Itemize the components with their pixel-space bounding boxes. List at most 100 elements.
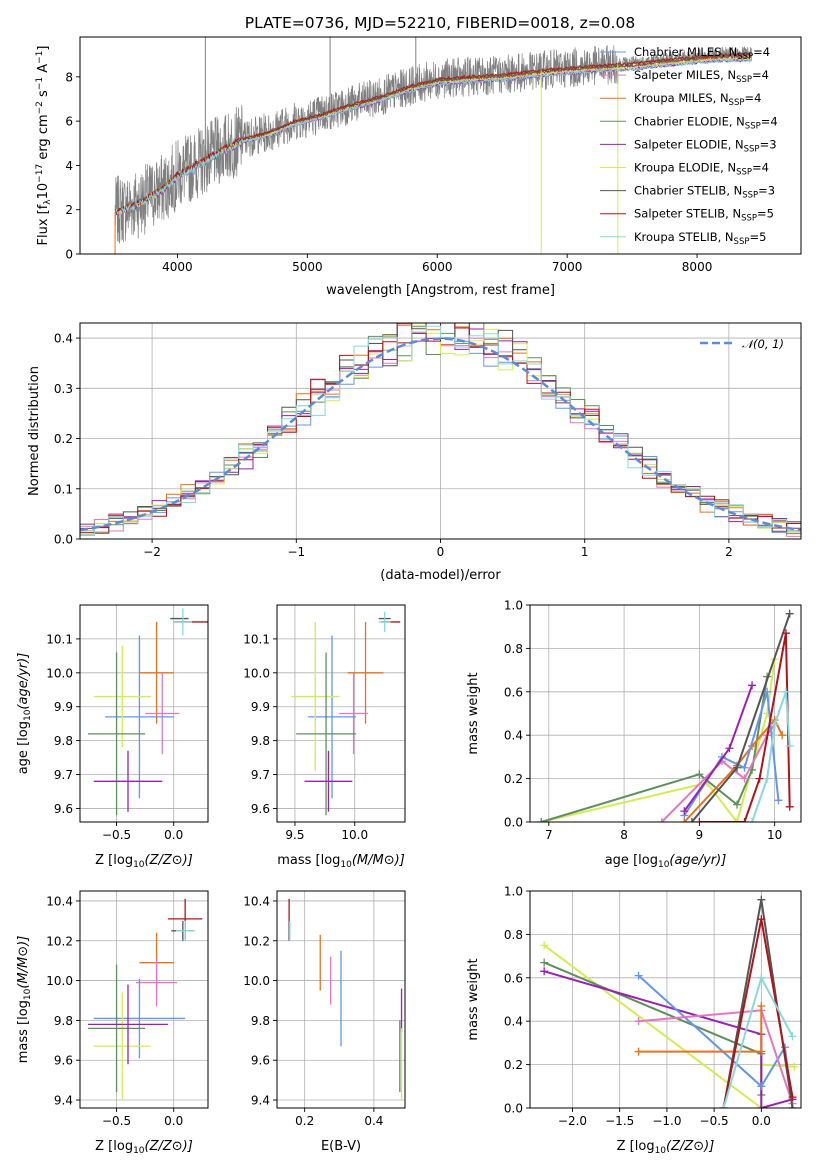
y-axis-label: mass weight — [466, 958, 481, 1040]
y-tick-label: 0.4 — [54, 332, 73, 346]
legend-label: Kroupa STELIB, NSSP=5 — [634, 230, 766, 247]
x-axis-label: E(B-V) — [321, 1139, 361, 1154]
weight-point-marker — [748, 681, 757, 690]
x-axis-label: age [log10(age/yr)] — [605, 853, 727, 870]
weight-line — [541, 659, 776, 822]
weight-line — [638, 1009, 794, 1105]
weight-point-marker — [540, 967, 549, 976]
legend-label: Salpeter ELODIE, NSSP=3 — [634, 137, 777, 154]
y-tick-label: 10.0 — [243, 974, 270, 988]
model-line-kroupa-stelib — [115, 58, 752, 215]
legend-label: 𝒩(0, 1) — [742, 337, 784, 351]
y-tick-label: 10.0 — [46, 974, 73, 988]
mass_vs_EBV-panel: 0.2 0.4 9.4 9.6 9.8 10.0 10.2 10.4 E(B-V) — [243, 890, 406, 1154]
y-tick-label: 10.0 — [46, 666, 73, 680]
axes-frame — [79, 36, 802, 255]
y-tick-label: 9.8 — [54, 1014, 73, 1028]
x-axis-label: Z [log10(Z/Z⊙)] — [617, 1139, 715, 1156]
weight-point-marker — [755, 774, 764, 783]
axes-frame — [529, 604, 802, 823]
x-tick-label: 0.4 — [364, 1114, 383, 1128]
weight-point-marker — [740, 763, 749, 772]
x-tick-label: −0.5 — [102, 1114, 131, 1128]
mass_vs_EBV-plot-area — [277, 891, 405, 1108]
x-tick-label: 7000 — [552, 260, 583, 274]
weight-line — [637, 974, 794, 1108]
weight-line — [541, 676, 769, 822]
weight-point-marker — [695, 818, 704, 822]
y-tick-label: 9.7 — [54, 768, 73, 782]
spectrum-legend: Chabrier MILES, NSSP=4 Salpeter MILES, NS… — [600, 45, 778, 247]
y-tick-label: 4 — [65, 159, 73, 173]
y-tick-label: 0.2 — [504, 1058, 523, 1072]
weight-point-marker — [733, 763, 742, 772]
weight-point-marker — [788, 1032, 797, 1041]
mass_vs_Z-plot-area — [80, 891, 208, 1108]
y-tick-label: 10.0 — [243, 666, 270, 680]
y-tick-label: 9.6 — [251, 1054, 270, 1068]
legend-label: Kroupa MILES, NSSP=4 — [634, 91, 761, 108]
gaussian-curve — [80, 337, 801, 532]
weight-point-marker — [657, 818, 666, 822]
x-tick-label: −0.5 — [700, 1114, 729, 1128]
weight-point-marker — [695, 770, 704, 779]
histogram-kroupa-stelib — [80, 325, 801, 535]
weight-point-marker — [537, 818, 546, 822]
y-tick-label: 2 — [65, 203, 73, 217]
y-tick-label: 0.2 — [504, 772, 523, 786]
y-tick-label: 1.0 — [504, 599, 523, 613]
y-tick-label: 10.4 — [243, 894, 270, 908]
y-axis-label: Normed distribution — [27, 366, 42, 496]
y-tick-label: 10.2 — [243, 934, 270, 948]
x-tick-label: −1 — [287, 545, 305, 559]
y-tick-label: 10.1 — [46, 632, 73, 646]
y-tick-label: 0.0 — [504, 1102, 523, 1116]
weight-point-marker — [788, 1093, 797, 1102]
x-tick-label: −2.0 — [558, 1114, 587, 1128]
weight-point-marker — [757, 1082, 766, 1091]
x-tick-label: −1.5 — [605, 1114, 634, 1128]
weight-point-marker — [634, 971, 643, 980]
weight_vs_age-panel: 7 8 9 10 0.0 0.2 0.4 0.6 0.8 1.0 age [log10(age/yr… — [466, 599, 802, 870]
age_vs_mass-plot-area — [277, 605, 405, 822]
y-tick-label: 6 — [65, 115, 73, 129]
spectrum-panel: 4000 5000 6000 7000 8000 0 2 4 6 8 Chabrier MILES,… — [35, 36, 802, 298]
weight_vs_age-plot-area — [530, 605, 801, 822]
weight-line — [543, 970, 793, 1108]
weight-point-marker — [733, 818, 742, 822]
y-tick-label: 0.8 — [504, 642, 523, 656]
x-tick-label: 0.2 — [295, 1114, 314, 1128]
weight-point-marker — [740, 818, 749, 822]
x-tick-label: 6000 — [422, 260, 453, 274]
weight-point-marker — [785, 802, 794, 811]
x-tick-label: 9.5 — [285, 828, 304, 842]
weight-point-marker — [785, 609, 794, 618]
x-tick-label: 0.0 — [752, 1114, 771, 1128]
weight-point-marker — [788, 1104, 797, 1108]
residuals-plot-area — [80, 323, 801, 539]
weight-point-marker — [781, 629, 790, 638]
weight-point-marker — [680, 807, 689, 816]
y-axis-label: age [log10(age/yr)] — [16, 653, 33, 775]
y-tick-label: 0.0 — [54, 533, 73, 547]
x-tick-label: 4000 — [162, 260, 193, 274]
y-tick-label: 9.6 — [54, 1054, 73, 1068]
x-tick-label: 5000 — [292, 260, 323, 274]
weight-point-marker — [634, 1017, 643, 1026]
y-tick-label: 1.0 — [504, 885, 523, 899]
axes-frame — [276, 604, 406, 823]
weight_vs_Z-plot-area — [530, 891, 801, 1108]
weight-point-marker — [719, 1104, 728, 1108]
y-tick-label: 9.4 — [251, 1094, 270, 1108]
weight-point-marker — [733, 800, 742, 809]
y-tick-label: 0.4 — [504, 1015, 523, 1029]
model-line-salpeter-stelib — [114, 52, 752, 214]
x-tick-label: 0.0 — [164, 828, 183, 842]
y-tick-label: 0 — [65, 248, 73, 262]
weight-point-marker — [725, 744, 734, 753]
x-tick-label: 10 — [767, 828, 782, 842]
x-axis-label: mass [log10(M/M⊙)] — [277, 853, 405, 870]
weight-point-marker — [790, 1062, 799, 1071]
weight-point-marker — [740, 774, 749, 783]
legend-label: Chabrier ELODIE, NSSP=4 — [634, 114, 778, 131]
